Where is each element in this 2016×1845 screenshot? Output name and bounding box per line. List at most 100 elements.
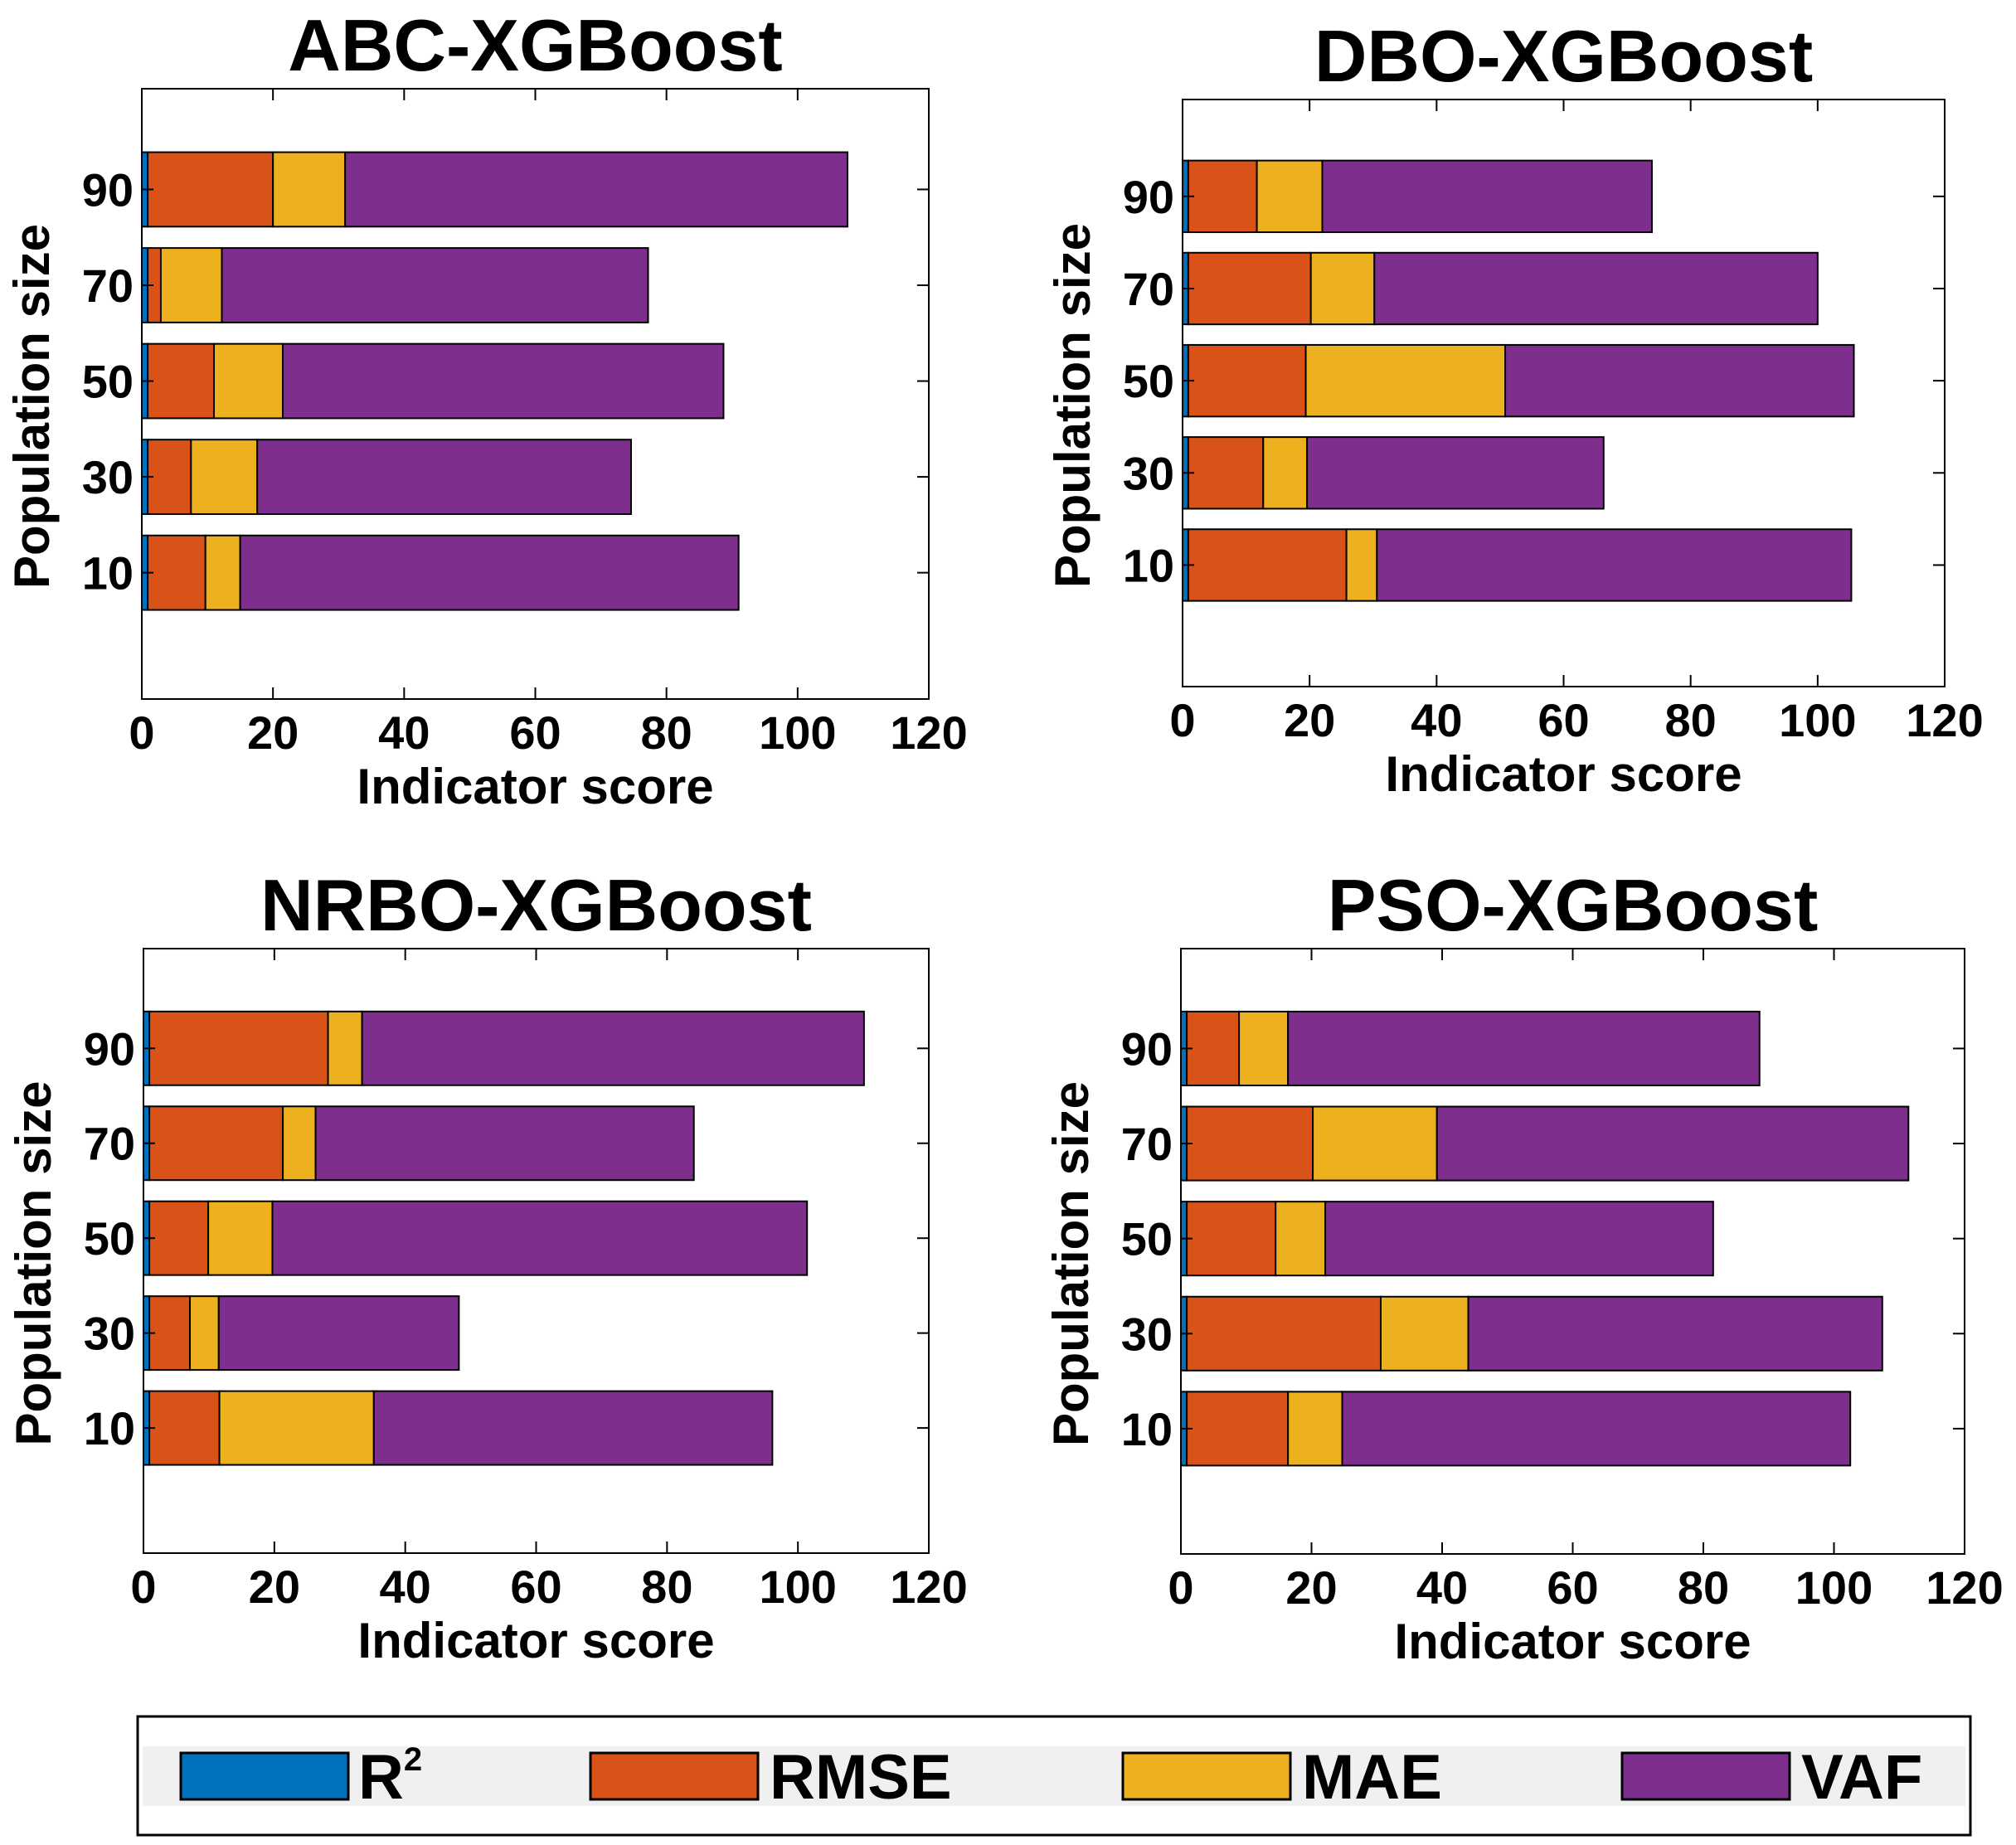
bar-vaf-10	[1341, 1391, 1852, 1467]
bar-vaf-10	[1376, 528, 1853, 602]
bar-rmse-30	[1187, 436, 1265, 510]
x-tick-label: 0	[1169, 694, 1195, 746]
bar-mae-30	[1379, 1295, 1469, 1372]
y-tick-label: 70	[1123, 263, 1174, 315]
y-axis-label: Population size	[6, 1080, 61, 1445]
x-axis-label: Indicator score	[357, 759, 713, 814]
bar-mae-70	[159, 247, 223, 323]
chart-title: NRBO-XGBoost	[260, 864, 812, 946]
y-tick-label: 30	[1123, 447, 1174, 499]
bar-vaf-50	[271, 1200, 809, 1276]
x-tick-label: 0	[129, 706, 154, 759]
x-tick-label: 80	[641, 706, 692, 759]
chart-title: ABC-XGBoost	[288, 4, 782, 86]
y-tick-label: 30	[1121, 1308, 1173, 1360]
legend-swatch	[179, 1751, 350, 1801]
x-tick-label: 20	[1285, 1561, 1337, 1614]
bar-vaf-30	[217, 1295, 460, 1372]
bar-vaf-70	[221, 247, 649, 323]
y-tick-label: 10	[1121, 1403, 1173, 1455]
y-tick-label: 30	[82, 451, 134, 503]
y-tick-label: 90	[84, 1022, 135, 1075]
bar-rmse-50	[1186, 1201, 1277, 1277]
bar-rmse-70	[148, 1105, 284, 1182]
bar-mae-90	[327, 1010, 363, 1086]
y-tick-label: 90	[1121, 1022, 1173, 1075]
x-tick-label: 60	[509, 706, 561, 759]
x-tick-label: 100	[759, 1561, 836, 1613]
bar-mae-30	[1262, 436, 1309, 510]
bar-vaf-50	[1504, 343, 1855, 418]
x-tick-label: 120	[890, 1561, 967, 1613]
bar-vaf-90	[344, 151, 848, 228]
bar-mae-90	[272, 151, 347, 228]
bar-mae-50	[212, 342, 284, 420]
x-tick-label: 20	[249, 1561, 300, 1613]
bar-rmse-70	[1186, 1105, 1314, 1182]
y-tick-label: 70	[1121, 1118, 1173, 1170]
x-tick-label: 0	[1168, 1561, 1193, 1614]
bar-rmse-30	[148, 1295, 192, 1372]
x-tick-label: 80	[1665, 694, 1717, 746]
bar-mae-70	[1309, 251, 1376, 326]
y-tick-label: 50	[1121, 1213, 1173, 1265]
x-tick-label: 60	[1547, 1561, 1598, 1614]
bar-vaf-30	[1306, 436, 1605, 510]
bar-mae-30	[189, 1295, 220, 1372]
y-axis-label: Population size	[1043, 1081, 1099, 1446]
legend-swatch	[1121, 1751, 1292, 1801]
x-tick-label: 120	[1906, 694, 1983, 746]
x-tick-label: 120	[1926, 1561, 2003, 1614]
y-tick-label: 10	[82, 547, 134, 600]
bar-vaf-50	[1324, 1201, 1714, 1277]
chart-abc-xgboost: ABC-XGBoost 10 30 50 70 90 0 20 40 60 80 100 120 Indi…	[4, 4, 968, 814]
legend-label: RMSE	[770, 1742, 952, 1813]
x-tick-label: 120	[890, 706, 967, 759]
legend-label: R2	[358, 1741, 422, 1813]
bar-rmse-90	[148, 1010, 329, 1086]
x-tick-label: 60	[1538, 694, 1589, 746]
legend-item-vaf: VAF	[1620, 1742, 1922, 1813]
y-tick-label: 50	[1123, 355, 1174, 407]
x-axis-label: Indicator score	[1394, 1614, 1751, 1669]
y-tick-label: 50	[84, 1212, 135, 1265]
bar-vaf-30	[1467, 1295, 1883, 1372]
legend-swatch	[589, 1751, 760, 1801]
legend-item-r2: R2	[179, 1741, 422, 1813]
x-tick-label: 80	[1678, 1561, 1729, 1614]
y-tick-label: 10	[1123, 539, 1174, 591]
legend-swatch	[1620, 1751, 1791, 1801]
y-axis-label: Population size	[4, 224, 60, 589]
bar-vaf-70	[1373, 251, 1819, 326]
x-tick-label: 60	[510, 1561, 561, 1613]
chart-pso-xgboost: PSO-XGBoost 10 30 50 70 90 0 20 40 60 80 100 120 Indi…	[1043, 864, 2004, 1669]
bar-rmse-30	[1186, 1295, 1382, 1372]
x-axis-label: Indicator score	[1385, 746, 1742, 802]
x-tick-label: 100	[1795, 1561, 1873, 1614]
bar-vaf-10	[239, 534, 740, 611]
x-axis-label: Indicator score	[357, 1613, 714, 1668]
chart-nrbo-xgboost: NRBO-XGBoost 10 30 50 70 90 0 20 40 60 80 100 120 Ind…	[6, 864, 968, 1668]
x-tick-label: 20	[247, 706, 299, 759]
bar-mae-10	[204, 534, 241, 611]
bar-mae-30	[190, 439, 259, 515]
y-tick-label: 30	[84, 1308, 135, 1360]
chart-title: DBO-XGBoost	[1314, 15, 1813, 97]
x-tick-label: 100	[759, 706, 836, 759]
bar-mae-10	[218, 1390, 375, 1466]
legend: R2 RMSE MAE VAF	[136, 1715, 1972, 1837]
bar-mae-10	[1287, 1391, 1343, 1467]
chart-title: PSO-XGBoost	[1328, 864, 1819, 946]
y-tick-label: 90	[1123, 171, 1174, 223]
bar-vaf-50	[282, 342, 725, 420]
y-tick-label: 90	[82, 163, 134, 216]
bar-rmse-90	[1187, 159, 1258, 234]
x-tick-label: 0	[130, 1561, 156, 1613]
bar-mae-50	[1304, 343, 1507, 418]
x-tick-label: 40	[1411, 694, 1462, 746]
legend-item-rmse: RMSE	[589, 1742, 952, 1813]
legend-item-mae: MAE	[1121, 1742, 1442, 1813]
legend-label: VAF	[1801, 1742, 1922, 1813]
bar-mae-70	[1312, 1105, 1438, 1182]
